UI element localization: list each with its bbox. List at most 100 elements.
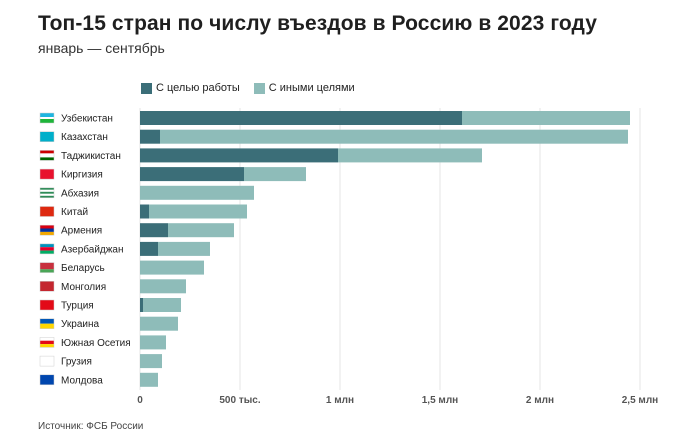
bar-work (140, 298, 143, 312)
bar-work (140, 111, 462, 125)
category-label: Китай (61, 207, 88, 218)
bar-work (140, 148, 338, 163)
flag-uzbekistan-icon (39, 112, 55, 124)
flag-tajikistan-icon (40, 150, 54, 154)
category-label: Турция (61, 301, 94, 312)
bar-other (140, 316, 178, 331)
flag-azerbaijan-icon (40, 250, 54, 254)
legend-item-work: С целью работы (141, 82, 240, 94)
category-label: Армения (61, 226, 102, 237)
category-label: Монголия (61, 282, 106, 293)
flag-kazakhstan-icon (40, 131, 54, 142)
category-label: Киргизия (61, 170, 103, 181)
flag-ukraine-icon (40, 318, 54, 324)
flag-turkey-icon (40, 300, 54, 310)
flag-armenia-icon (40, 225, 54, 229)
category-label: Узбекистан (61, 113, 113, 125)
category-label: Южная Осетия (61, 338, 131, 349)
legend-swatch-other (253, 82, 265, 94)
bar-other (140, 260, 204, 275)
flag-armenia-icon (40, 231, 54, 236)
flag-abkhazia-icon (39, 187, 55, 199)
x-tick-label: 0 (137, 395, 143, 406)
flag-south-ossetia-icon (39, 337, 55, 348)
bar-other (244, 167, 306, 182)
flag-azerbaijan-icon (40, 247, 54, 251)
flag-abkhazia-icon (40, 195, 54, 198)
flag-tajikistan-icon (40, 153, 54, 158)
bar-other (149, 204, 247, 219)
flag-china-icon (40, 206, 54, 217)
flag-south-ossetia-icon (40, 344, 54, 348)
flag-belarus-icon (39, 262, 55, 273)
bar-work (140, 204, 149, 219)
bar-other (462, 111, 630, 125)
bar-other (338, 148, 482, 163)
category-label: Казахстан (61, 132, 108, 143)
flag-ukraine-icon (40, 323, 54, 329)
chart-title: Топ-15 стран по числу въездов в Россию в… (38, 12, 598, 35)
x-tick-label: 1 млн (326, 395, 354, 406)
bar-other (140, 354, 162, 369)
flag-moldova-icon (40, 374, 54, 385)
flag-abkhazia-icon (40, 187, 54, 190)
flag-kazakhstan-icon (39, 131, 55, 142)
bar-other (140, 279, 186, 294)
category-label: Молдова (61, 375, 103, 386)
flag-belarus-icon (40, 269, 54, 273)
x-tick-label: 2,5 млн (622, 395, 658, 406)
legend-label-other: С иными целями (268, 82, 355, 94)
flag-abkhazia-icon (40, 193, 54, 196)
chart-subtitle: январь — сентябрь (38, 40, 165, 56)
flag-tajikistan-icon (39, 150, 55, 161)
category-label: Абхазия (61, 187, 99, 199)
legend-label-work: С целью работы (156, 82, 240, 94)
flag-south-ossetia-icon (40, 340, 54, 345)
flag-azerbaijan-icon (40, 243, 54, 248)
bar-other (143, 298, 181, 312)
flag-belarus-icon (40, 262, 54, 270)
flag-kyrgyzstan-icon (39, 168, 55, 180)
bar-other (168, 223, 234, 238)
flag-tajikistan-icon (40, 157, 54, 161)
flag-armenia-icon (39, 224, 55, 236)
bar-other (140, 372, 158, 387)
flag-mongolia-icon (39, 281, 55, 292)
category-label: Беларусь (61, 263, 105, 274)
flag-abkhazia-icon (40, 189, 54, 192)
flag-china-icon (39, 206, 55, 217)
x-tick-label: 1,5 млн (422, 395, 458, 406)
flag-uzbekistan-icon (40, 113, 54, 117)
bar-work (140, 129, 160, 144)
flag-abkhazia-icon (40, 191, 54, 194)
legend-swatch-work (141, 82, 152, 94)
flag-georgia-icon (40, 356, 54, 367)
bar-other (140, 335, 166, 350)
bar-other (158, 241, 210, 256)
source-note: Источник: ФСБ России (38, 421, 144, 432)
flag-mongolia-icon (40, 281, 54, 292)
bar-work (140, 241, 158, 256)
bar-work (140, 223, 168, 238)
category-label: Грузия (61, 357, 92, 368)
bar-other (160, 129, 628, 144)
flag-south-ossetia-icon (40, 337, 54, 341)
legend: С целью работы С иными целями (141, 82, 369, 94)
x-tick-label: 500 тыс. (219, 395, 260, 406)
category-label: Украина (61, 319, 100, 330)
flag-turkey-icon (39, 299, 55, 311)
flag-azerbaijan-icon (39, 243, 55, 255)
flag-uzbekistan-icon (40, 119, 54, 123)
legend-item-other: С иными целями (253, 82, 355, 94)
category-label: Таджикистан (61, 151, 121, 162)
bar-other (140, 185, 254, 200)
flag-uzbekistan-icon (40, 117, 54, 119)
flag-moldova-icon (39, 374, 55, 386)
bar-work (140, 167, 244, 182)
flag-kyrgyzstan-icon (40, 169, 54, 180)
flag-ukraine-icon (39, 318, 55, 329)
category-label: Азербайджан (61, 243, 124, 255)
x-tick-label: 2 млн (526, 395, 554, 406)
flag-georgia-icon (39, 355, 55, 367)
